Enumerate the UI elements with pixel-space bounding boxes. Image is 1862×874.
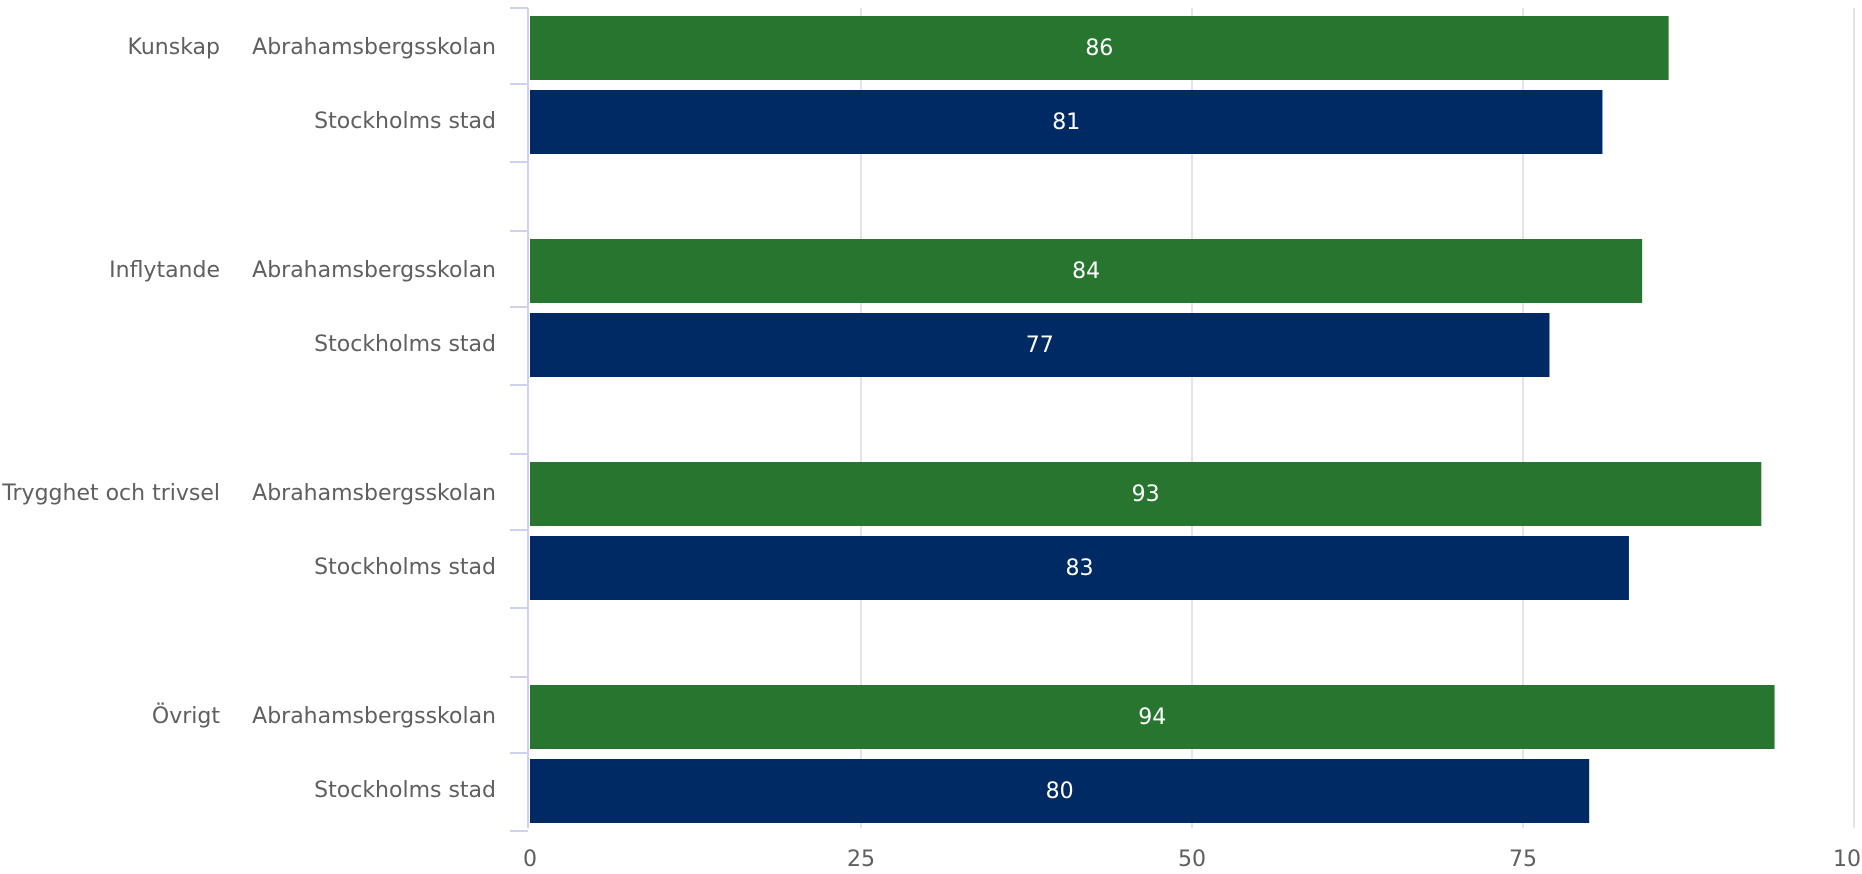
data-label: 93 [1132,482,1160,507]
data-label: 84 [1072,259,1100,284]
data-label: 83 [1065,556,1093,581]
x-tick-label: 0 [523,847,537,870]
data-label: 77 [1026,333,1054,358]
bar [530,90,1603,154]
bar [530,239,1643,303]
bar [530,759,1590,823]
series-label: Stockholms stad [314,332,496,357]
data-label: 94 [1138,705,1166,730]
data-label: 80 [1046,779,1074,804]
category-label: Kunskap [128,35,220,60]
bar [530,685,1775,749]
series-label: Stockholms stad [314,778,496,803]
bar [530,536,1629,600]
x-tick-label: 75 [1509,847,1537,870]
data-label: 81 [1052,110,1080,135]
series-label: Stockholms stad [314,109,496,134]
x-tick-label: 50 [1178,847,1206,870]
category-label: Övrigt [152,703,220,729]
series-label: Abrahamsbergsskolan [252,35,496,60]
series-label: Stockholms stad [314,555,496,580]
series-label: Abrahamsbergsskolan [252,704,496,729]
series-label: Abrahamsbergsskolan [252,481,496,506]
bars [530,16,1775,823]
category-axis [510,7,529,832]
bar [530,462,1762,526]
series-label: Abrahamsbergsskolan [252,258,496,283]
data-label: 86 [1085,36,1113,61]
bar [530,16,1669,80]
x-tick-label: 25 [847,847,875,870]
x-tick-label: 100 [1833,847,1862,870]
category-label: Trygghet och trivsel [1,481,220,506]
bar [530,313,1550,377]
labels: Kunskap 86 Abrahamsbergsskolan 81 Stockholms… [1,35,1862,872]
category-label: Inflytande [109,258,220,283]
